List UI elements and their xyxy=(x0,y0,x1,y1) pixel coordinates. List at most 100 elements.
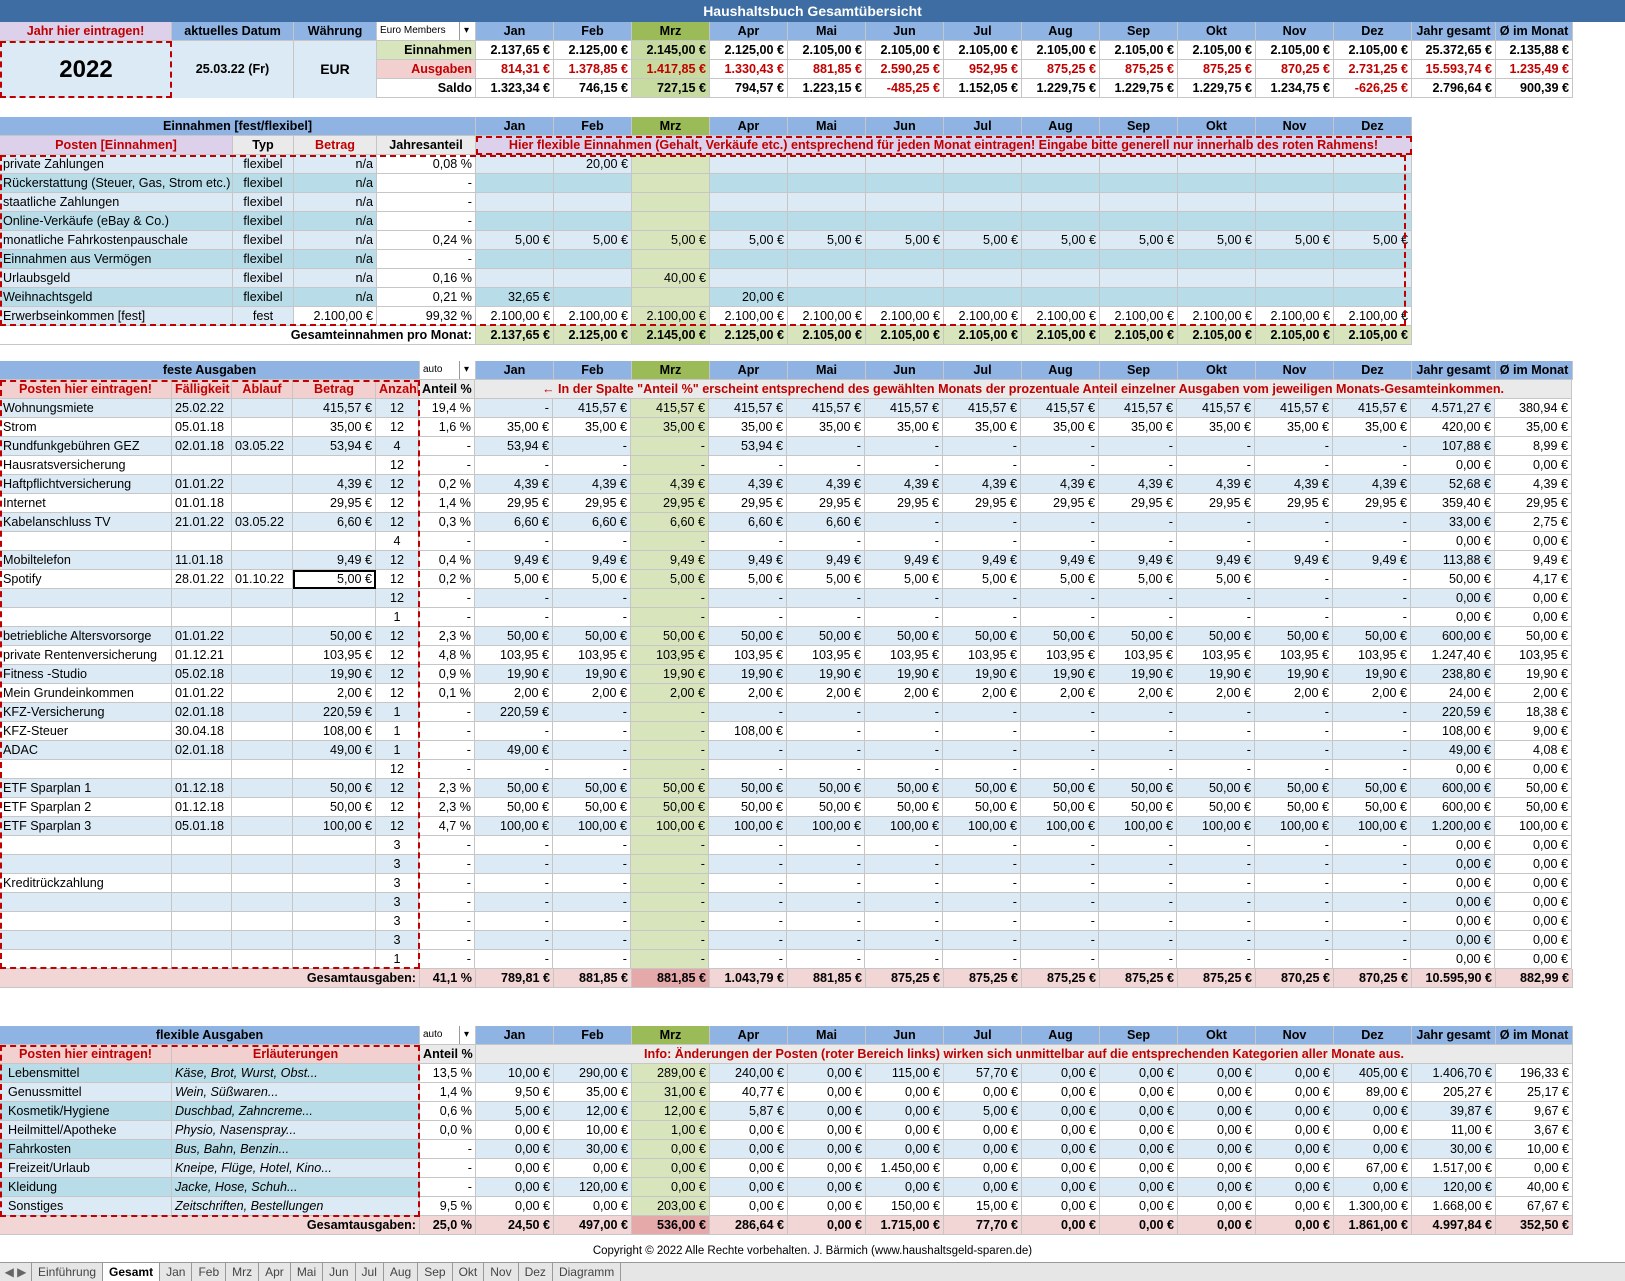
fixed-ablauf-input[interactable] xyxy=(232,703,293,722)
fixed-faelligkeit-input[interactable]: 28.01.22 xyxy=(172,570,232,589)
income-month-input[interactable] xyxy=(866,155,944,174)
sheet-tab-jun[interactable]: Jun xyxy=(323,1263,356,1281)
fixed-anzahl-input[interactable]: 12 xyxy=(376,760,419,779)
fixed-anzahl-input[interactable]: 12 xyxy=(376,399,419,418)
fixed-posten-input[interactable]: Kreditrückzahlung xyxy=(0,874,172,893)
sheet-tab-jan[interactable]: Jan xyxy=(160,1263,193,1281)
income-month-input[interactable]: 5,00 € xyxy=(788,231,866,250)
income-month-input[interactable]: 5,00 € xyxy=(1100,231,1178,250)
fixed-faelligkeit-input[interactable]: 05.01.18 xyxy=(172,817,232,836)
income-month-input[interactable] xyxy=(944,212,1022,231)
fixed-anzahl-input[interactable]: 3 xyxy=(376,836,419,855)
fixed-betrag-input[interactable]: 53,94 € xyxy=(293,437,376,456)
fixed-ablauf-input[interactable] xyxy=(232,646,293,665)
fixed-posten-input[interactable]: Hausratsversicherung xyxy=(0,456,172,475)
income-month-input[interactable] xyxy=(1334,174,1412,193)
income-month-input[interactable] xyxy=(710,193,788,212)
fixed-betrag-input[interactable] xyxy=(293,950,376,969)
fixed-posten-input[interactable] xyxy=(0,589,172,608)
fixed-faelligkeit-input[interactable] xyxy=(172,836,232,855)
fixed-betrag-input[interactable]: 50,00 € xyxy=(293,798,376,817)
fixed-faelligkeit-input[interactable]: 30.04.18 xyxy=(172,722,232,741)
fixed-faelligkeit-input[interactable]: 01.01.22 xyxy=(172,627,232,646)
income-month-input[interactable] xyxy=(1022,288,1100,307)
fixed-betrag-input[interactable] xyxy=(293,893,376,912)
fixed-faelligkeit-input[interactable] xyxy=(172,950,232,969)
income-month-input[interactable] xyxy=(944,155,1022,174)
fixed-faelligkeit-input[interactable] xyxy=(172,456,232,475)
income-month-input[interactable]: 2.100,00 € xyxy=(476,307,554,326)
income-month-input[interactable] xyxy=(632,155,710,174)
fixed-faelligkeit-input[interactable]: 01.12.21 xyxy=(172,646,232,665)
fixed-anzahl-input[interactable]: 12 xyxy=(376,456,419,475)
fixed-posten-input[interactable]: KFZ-Steuer xyxy=(0,722,172,741)
fixed-ablauf-input[interactable] xyxy=(232,817,293,836)
income-month-input[interactable] xyxy=(1100,269,1178,288)
income-month-input[interactable] xyxy=(554,250,632,269)
income-month-input[interactable] xyxy=(866,269,944,288)
income-month-input[interactable] xyxy=(554,174,632,193)
income-month-input[interactable] xyxy=(1334,269,1412,288)
income-month-input[interactable] xyxy=(1022,174,1100,193)
income-month-input[interactable] xyxy=(944,193,1022,212)
flex-erlaeuterung-input[interactable]: Duschbad, Zahncreme... xyxy=(172,1102,420,1121)
income-posten-input[interactable]: Rückerstattung (Steuer, Gas, Strom etc.) xyxy=(0,174,233,193)
income-month-input[interactable] xyxy=(1334,288,1412,307)
fixed-posten-input[interactable]: Rundfunkgebühren GEZ xyxy=(0,437,172,456)
fixed-betrag-input[interactable]: 100,00 € xyxy=(293,817,376,836)
fixed-anzahl-input[interactable]: 3 xyxy=(376,855,419,874)
income-posten-input[interactable]: Urlaubsgeld xyxy=(0,269,233,288)
income-month-input[interactable]: 2.100,00 € xyxy=(1022,307,1100,326)
sheet-tab-gesamt[interactable]: Gesamt xyxy=(103,1263,161,1281)
fixed-betrag-input[interactable]: 50,00 € xyxy=(293,779,376,798)
fixed-betrag-input[interactable]: 19,90 € xyxy=(293,665,376,684)
income-month-input[interactable]: 2.100,00 € xyxy=(1256,307,1334,326)
income-month-input[interactable] xyxy=(1022,250,1100,269)
fixed-betrag-input[interactable] xyxy=(293,931,376,950)
income-month-input[interactable] xyxy=(788,288,866,307)
income-month-input[interactable]: 5,00 € xyxy=(476,231,554,250)
fixed-ablauf-input[interactable] xyxy=(232,760,293,779)
sheet-tab-apr[interactable]: Apr xyxy=(259,1263,291,1281)
fixed-posten-input[interactable]: Fitness -Studio xyxy=(0,665,172,684)
fixed-faelligkeit-input[interactable] xyxy=(172,532,232,551)
fixed-faelligkeit-input[interactable]: 05.02.18 xyxy=(172,665,232,684)
income-month-input[interactable]: 2.100,00 € xyxy=(632,307,710,326)
fixed-faelligkeit-input[interactable]: 05.01.18 xyxy=(172,418,232,437)
fixed-anzahl-input[interactable]: 12 xyxy=(376,494,419,513)
flex-posten-input[interactable]: Kosmetik/Hygiene xyxy=(0,1102,172,1121)
chevron-down-icon[interactable]: ▾ xyxy=(459,22,473,40)
income-month-input[interactable]: 5,00 € xyxy=(866,231,944,250)
fixed-faelligkeit-input[interactable]: 01.01.22 xyxy=(172,684,232,703)
income-month-input[interactable] xyxy=(632,250,710,269)
fixed-anzahl-input[interactable]: 12 xyxy=(376,418,419,437)
income-month-input[interactable] xyxy=(788,174,866,193)
fixed-ablauf-input[interactable] xyxy=(232,608,293,627)
fixed-anzahl-input[interactable]: 12 xyxy=(376,817,419,836)
fixed-anzahl-input[interactable]: 4 xyxy=(376,437,419,456)
fixed-betrag-input[interactable] xyxy=(293,589,376,608)
income-month-input[interactable] xyxy=(866,212,944,231)
fixed-ablauf-input[interactable] xyxy=(232,532,293,551)
flex-posten-input[interactable]: Sonstiges xyxy=(0,1197,172,1216)
income-month-input[interactable] xyxy=(1100,155,1178,174)
sheet-tab-nov[interactable]: Nov xyxy=(484,1263,519,1281)
fixed-betrag-input[interactable]: 49,00 € xyxy=(293,741,376,760)
fixed-faelligkeit-input[interactable]: 01.01.18 xyxy=(172,494,232,513)
flex-erlaeuterung-input[interactable]: Jacke, Hose, Schuh... xyxy=(172,1178,420,1197)
fixed-faelligkeit-input[interactable] xyxy=(172,931,232,950)
flex-erlaeuterung-input[interactable]: Bus, Bahn, Benzin... xyxy=(172,1140,420,1159)
fixed-faelligkeit-input[interactable] xyxy=(172,608,232,627)
flex-auto-select[interactable]: auto ▾ xyxy=(420,1026,476,1045)
fixed-betrag-input[interactable]: 415,57 € xyxy=(293,399,376,418)
fixed-anzahl-input[interactable]: 12 xyxy=(376,684,419,703)
fixed-anzahl-input[interactable]: 12 xyxy=(376,475,419,494)
income-month-input[interactable] xyxy=(476,212,554,231)
income-month-input[interactable] xyxy=(866,174,944,193)
income-month-input[interactable] xyxy=(1256,288,1334,307)
income-month-input[interactable] xyxy=(866,250,944,269)
income-month-input[interactable]: 2.100,00 € xyxy=(944,307,1022,326)
income-month-input[interactable]: 2.100,00 € xyxy=(1334,307,1412,326)
fixed-faelligkeit-input[interactable]: 21.01.22 xyxy=(172,513,232,532)
fixed-posten-input[interactable]: ADAC xyxy=(0,741,172,760)
